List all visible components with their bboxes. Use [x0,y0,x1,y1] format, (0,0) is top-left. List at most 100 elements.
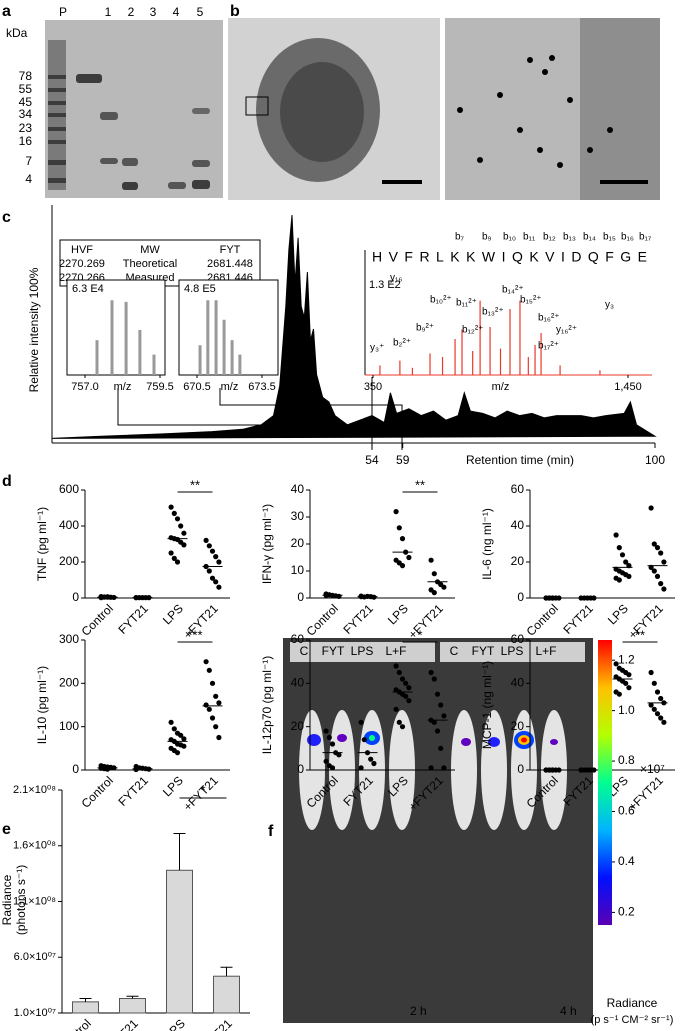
data-point [206,543,212,549]
data-point [441,713,447,719]
data-point [393,509,399,515]
data-point [658,550,664,556]
data-point [209,548,216,554]
x-tick-label: FYT21 [560,601,596,637]
data-point [399,676,406,682]
panel-label: c [2,209,11,226]
y-tick-label: 10 [291,563,305,577]
data-point [393,706,399,712]
signal-spots [307,731,558,749]
peak-label: b₁₆²⁺ [538,313,560,324]
data-point [648,505,654,511]
x-tick-label: FYT21 [115,773,151,809]
cell-nucleus [280,62,364,162]
data-point [431,719,437,725]
x-tick-label: Control [57,1016,94,1031]
y-tick-label: 40 [511,676,525,690]
data-point [213,554,219,560]
data-point [428,557,434,563]
error-bar [79,998,92,1002]
x-tick-label: 757.0 [71,381,99,393]
x-tick-label: 59 [396,453,410,467]
data-point [438,702,444,708]
gel-bands [48,40,210,190]
time-label: 4 h [560,1004,577,1018]
y-tick-label: 0 [517,590,524,604]
colorbar-multiplier: ×10⁷ [640,762,665,776]
data-point [336,593,342,599]
table-header: HVF [71,244,93,256]
data-point [428,669,434,676]
fragment-label: b₉ [482,232,492,243]
data-point [203,659,209,665]
data-point [203,537,209,544]
fragment-label: b₁₂ [543,232,556,243]
data-point [358,719,364,725]
annotation: 4.8 E5 [184,283,216,295]
x-tick-label: FYT21 [340,601,376,637]
spot [307,734,321,746]
imaging-header [290,642,435,662]
data-point [213,579,219,585]
peak-label: y₁₆²⁺ [556,325,577,336]
x-tick-label: 670.5 [183,381,211,393]
band [48,113,66,117]
data-point [168,504,174,510]
bar [213,975,240,1014]
spot [369,735,375,741]
data-point [651,680,657,686]
x-tick-label: LPS [162,1016,188,1031]
data-point [393,663,399,669]
peak-label: b₁₁²⁺ [456,298,477,309]
data-point [329,765,336,771]
x-tick-label: +FYT21 [406,601,447,642]
y-tick-label: 600 [59,482,79,496]
colorbar-tick-label: 0.2 [618,905,635,919]
panel-label: f [268,823,274,840]
y-axis-label: Radiance [0,874,14,925]
group-label: LPS [501,644,524,658]
y-tick-label: 200 [59,676,79,690]
colorbar-tick-label: 1.2 [618,652,635,666]
data-point [619,552,626,558]
significance-label: * [417,627,422,642]
panel-label: a [2,3,11,20]
colorbar-subtitle: (p s⁻¹ CM⁻² sr⁻¹) [591,1014,674,1026]
data-point [658,695,664,702]
x-tick-label: 350 [364,381,382,393]
y-tick-label: 60 [511,482,525,496]
bar [72,1001,99,1014]
particle [567,97,573,103]
data-point [651,541,657,547]
data-point [616,577,622,583]
x-tick-label: Control [304,601,341,638]
annotation: 6.3 E4 [72,283,104,295]
y-axis-label: IL-10 (pg ml⁻¹) [35,666,49,744]
y-tick-label: 0 [297,762,304,776]
data-point [216,734,222,741]
error-bar [220,966,233,977]
y-tick-label: 2.1×10⁰⁸ [13,784,56,796]
band [48,140,66,144]
particle [457,107,463,113]
y-tick-label: 0 [72,590,79,604]
ms-table-box [59,239,261,287]
band [48,101,66,105]
data-point [441,765,447,771]
peak-label: b₁₄²⁺ [502,285,524,296]
y-tick-label: 60 [291,632,305,646]
y-tick-label: 0 [72,762,79,776]
error-bar [173,832,186,871]
particle [477,157,483,163]
peptide-sequence: HVFRLKKWIQKVIDQFGE [372,249,647,265]
y-axis-label: MCP-1 (ng ml⁻¹) [480,661,494,749]
marker-label: 78 [19,69,33,83]
peak-label: b₁₀²⁺ [430,295,452,306]
data-point [174,559,181,565]
band [48,88,66,92]
table-header: FYT [220,244,241,256]
x-tick-label: LPS [160,601,186,627]
x-axis-label: m/z [221,381,239,393]
lane-label: 5 [197,5,204,19]
spot [461,738,471,746]
